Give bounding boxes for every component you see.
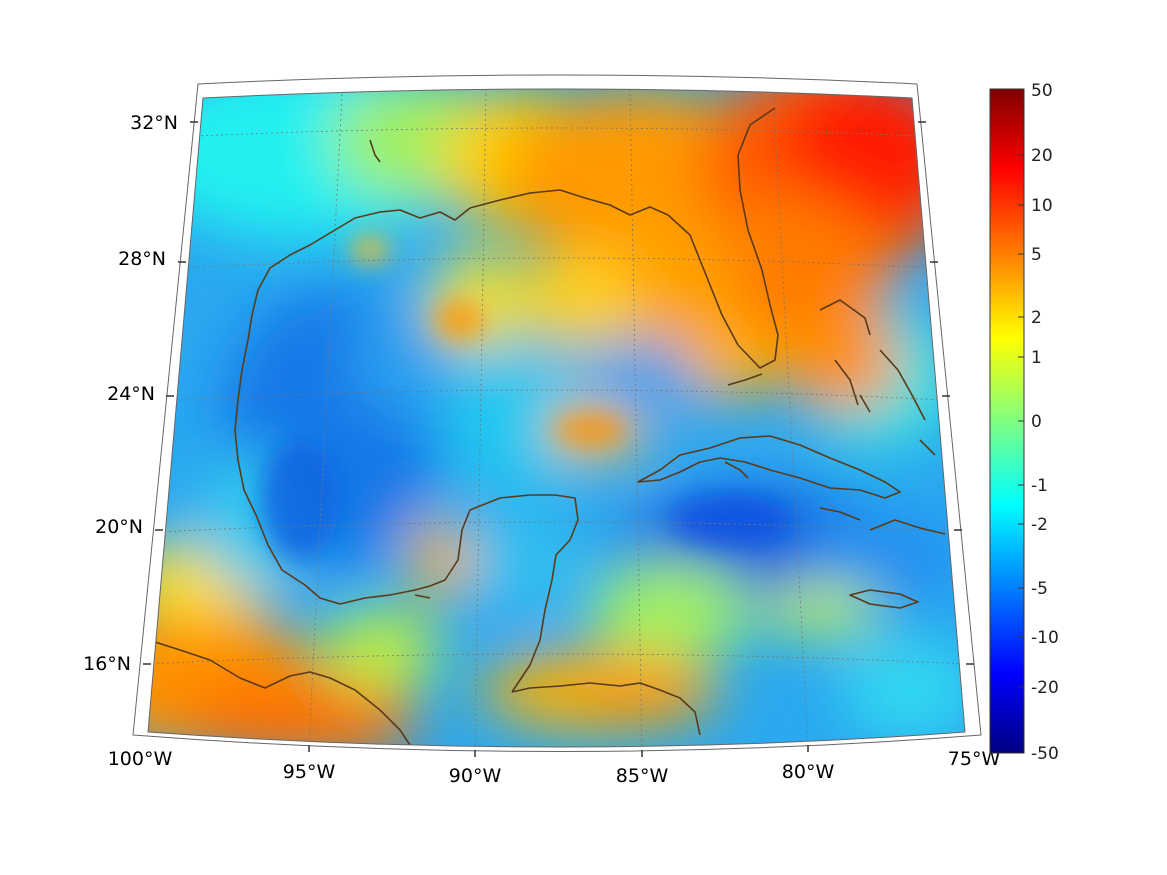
colorbar-tick-neg1: -1 (1031, 476, 1048, 496)
lon-label-90: 90°W (449, 765, 502, 787)
lon-label-100: 100°W (108, 748, 173, 770)
colorbar-tick-5: 5 (1031, 245, 1042, 265)
data-field (148, 89, 965, 747)
lat-label-24: 24°N (107, 383, 155, 405)
colorbar: 50 20 10 5 2 1 0 -1 -2 -5 -10 -20 -50 (989, 81, 1059, 764)
lat-label-16: 16°N (83, 653, 131, 675)
lon-label-85: 85°W (616, 765, 669, 787)
colorbar-tick-neg20: -20 (1031, 678, 1059, 698)
lon-label-80: 80°W (782, 761, 835, 783)
latitude-labels: 32°N 28°N 24°N 20°N 16°N (83, 112, 178, 675)
lat-label-32: 32°N (130, 112, 178, 134)
lon-label-75: 75°W (948, 748, 1001, 770)
longitude-labels: 100°W 95°W 90°W 85°W 80°W 75°W (108, 748, 1001, 787)
colorbar-ticks (1018, 154, 1024, 688)
lon-label-95: 95°W (283, 761, 336, 783)
colorbar-tick-neg5: -5 (1031, 579, 1048, 599)
colorbar-tick-0: 0 (1031, 412, 1042, 432)
colorbar-tick-neg50: -50 (1031, 744, 1059, 764)
colorbar-tick-20: 20 (1031, 146, 1053, 166)
lat-label-20: 20°N (95, 516, 143, 538)
lat-label-28: 28°N (118, 248, 166, 270)
map-outer-frame (132, 74, 982, 752)
colorbar-tick-1: 1 (1031, 348, 1042, 368)
colorbar-tick-neg2: -2 (1031, 515, 1048, 535)
colorbar-tick-50: 50 (1031, 81, 1053, 101)
coastlines (154, 107, 946, 746)
colorbar-tick-10: 10 (1031, 196, 1053, 216)
colorbar-tick-neg10: -10 (1031, 628, 1059, 648)
map-frame (147, 88, 966, 748)
frame-ticks (143, 121, 974, 757)
graticule (148, 89, 965, 747)
colorbar-tick-2: 2 (1031, 308, 1042, 328)
